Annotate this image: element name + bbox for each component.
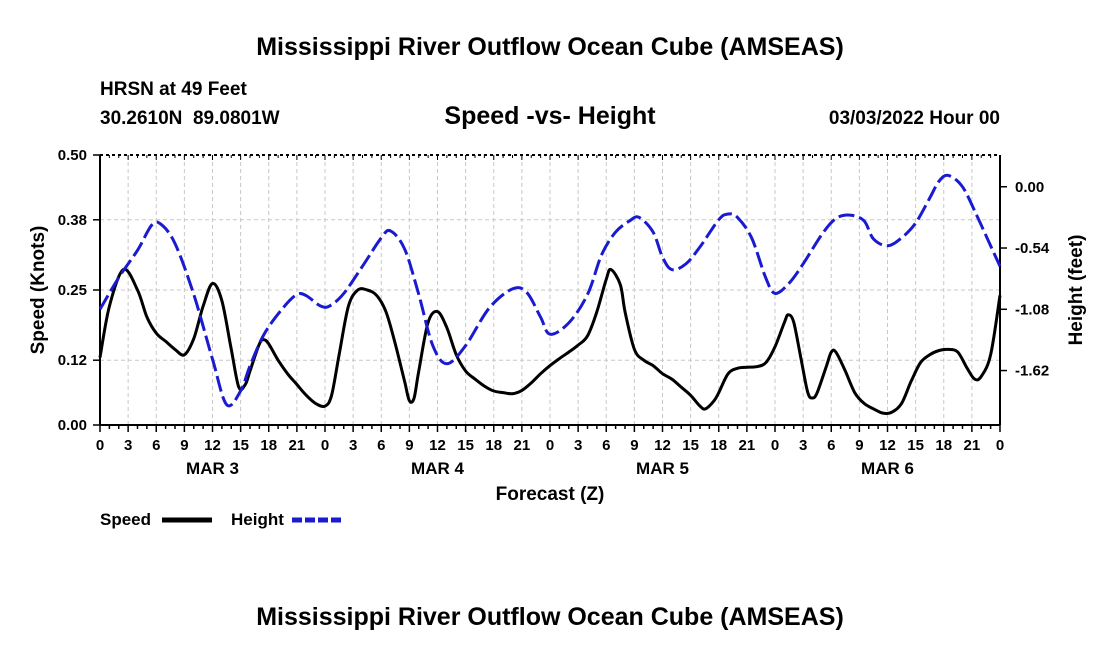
- x-tick-label: 12: [654, 437, 671, 454]
- legend: Speed Height: [100, 510, 343, 529]
- x-axis-label: Forecast (Z): [496, 484, 605, 505]
- y-tick-label: 0.12: [58, 352, 87, 369]
- y-right-tick-label: -0.54: [1015, 240, 1050, 257]
- x-tick-label: 0: [546, 437, 554, 454]
- station-coords: 30.2610N 89.0801W: [100, 108, 280, 129]
- y-tick-label: 0.25: [58, 282, 87, 299]
- x-tick-label: 9: [630, 437, 638, 454]
- x-tick-label: 6: [152, 437, 160, 454]
- y-right-tick-label: -1.62: [1015, 363, 1049, 380]
- legend-speed-label: Speed: [100, 510, 151, 529]
- y-tick-label: 0.00: [58, 417, 87, 434]
- x-tick-label: 15: [682, 437, 699, 454]
- y-right-tick-label: 0.00: [1015, 179, 1044, 196]
- x-tick-label: 9: [405, 437, 413, 454]
- x-tick-label: 3: [574, 437, 582, 454]
- series: [98, 173, 1002, 415]
- x-tick-label: 9: [855, 437, 863, 454]
- x-tick-label: 12: [204, 437, 221, 454]
- day-label: MAR 6: [861, 459, 914, 478]
- y-tick-label: 0.38: [58, 212, 87, 229]
- x-tick-label: 6: [377, 437, 385, 454]
- x-tick-label: 21: [739, 437, 756, 454]
- x-tick-label: 3: [799, 437, 807, 454]
- day-label: MAR 4: [411, 459, 464, 478]
- x-tick-label: 12: [879, 437, 896, 454]
- grid: [100, 155, 1000, 425]
- x-tick-label: 6: [602, 437, 610, 454]
- x-tick-label: 3: [349, 437, 357, 454]
- axes: 0 3 6 9 12 15 18 21 0 3 6 9 12 15 18 21 0 3 6 9 12 15 18 21 0 3 6 9…: [58, 147, 1050, 478]
- x-tick-label: 0: [996, 437, 1004, 454]
- x-tick-label: 21: [514, 437, 531, 454]
- issue-time: 03/03/2022 Hour 00: [829, 108, 1000, 129]
- x-tick-label: 9: [180, 437, 188, 454]
- y-right-tick-label: -1.08: [1015, 301, 1049, 318]
- day-label: MAR 5: [636, 459, 689, 478]
- x-tick-label: 15: [457, 437, 474, 454]
- footer-title: Mississippi River Outflow Ocean Cube (AM…: [256, 603, 844, 631]
- x-tick-label: 15: [232, 437, 249, 454]
- y-right-axis-label: Height (feet): [1066, 235, 1087, 346]
- x-tick-label: 18: [710, 437, 727, 454]
- legend-height-label: Height: [231, 510, 284, 529]
- x-tick-label: 21: [964, 437, 981, 454]
- x-tick-label: 12: [429, 437, 446, 454]
- x-tick-label: 18: [485, 437, 502, 454]
- x-tick-label: 0: [96, 437, 104, 454]
- y-axis-label: Speed (Knots): [28, 226, 49, 355]
- x-tick-label: 3: [124, 437, 132, 454]
- station-name: HRSN at 49 Feet: [100, 79, 247, 100]
- x-tick-label: 18: [935, 437, 952, 454]
- series-line-height: [98, 173, 1002, 408]
- chart-title: Speed -vs- Height: [444, 102, 656, 130]
- x-tick-label: 21: [289, 437, 306, 454]
- x-tick-label: 0: [771, 437, 779, 454]
- x-tick-label: 15: [907, 437, 924, 454]
- x-tick-label: 18: [260, 437, 277, 454]
- day-label: MAR 3: [186, 459, 239, 478]
- page-title: Mississippi River Outflow Ocean Cube (AM…: [256, 33, 844, 61]
- x-tick-label: 0: [321, 437, 329, 454]
- x-tick-label: 6: [827, 437, 835, 454]
- y-tick-label: 0.50: [58, 147, 87, 164]
